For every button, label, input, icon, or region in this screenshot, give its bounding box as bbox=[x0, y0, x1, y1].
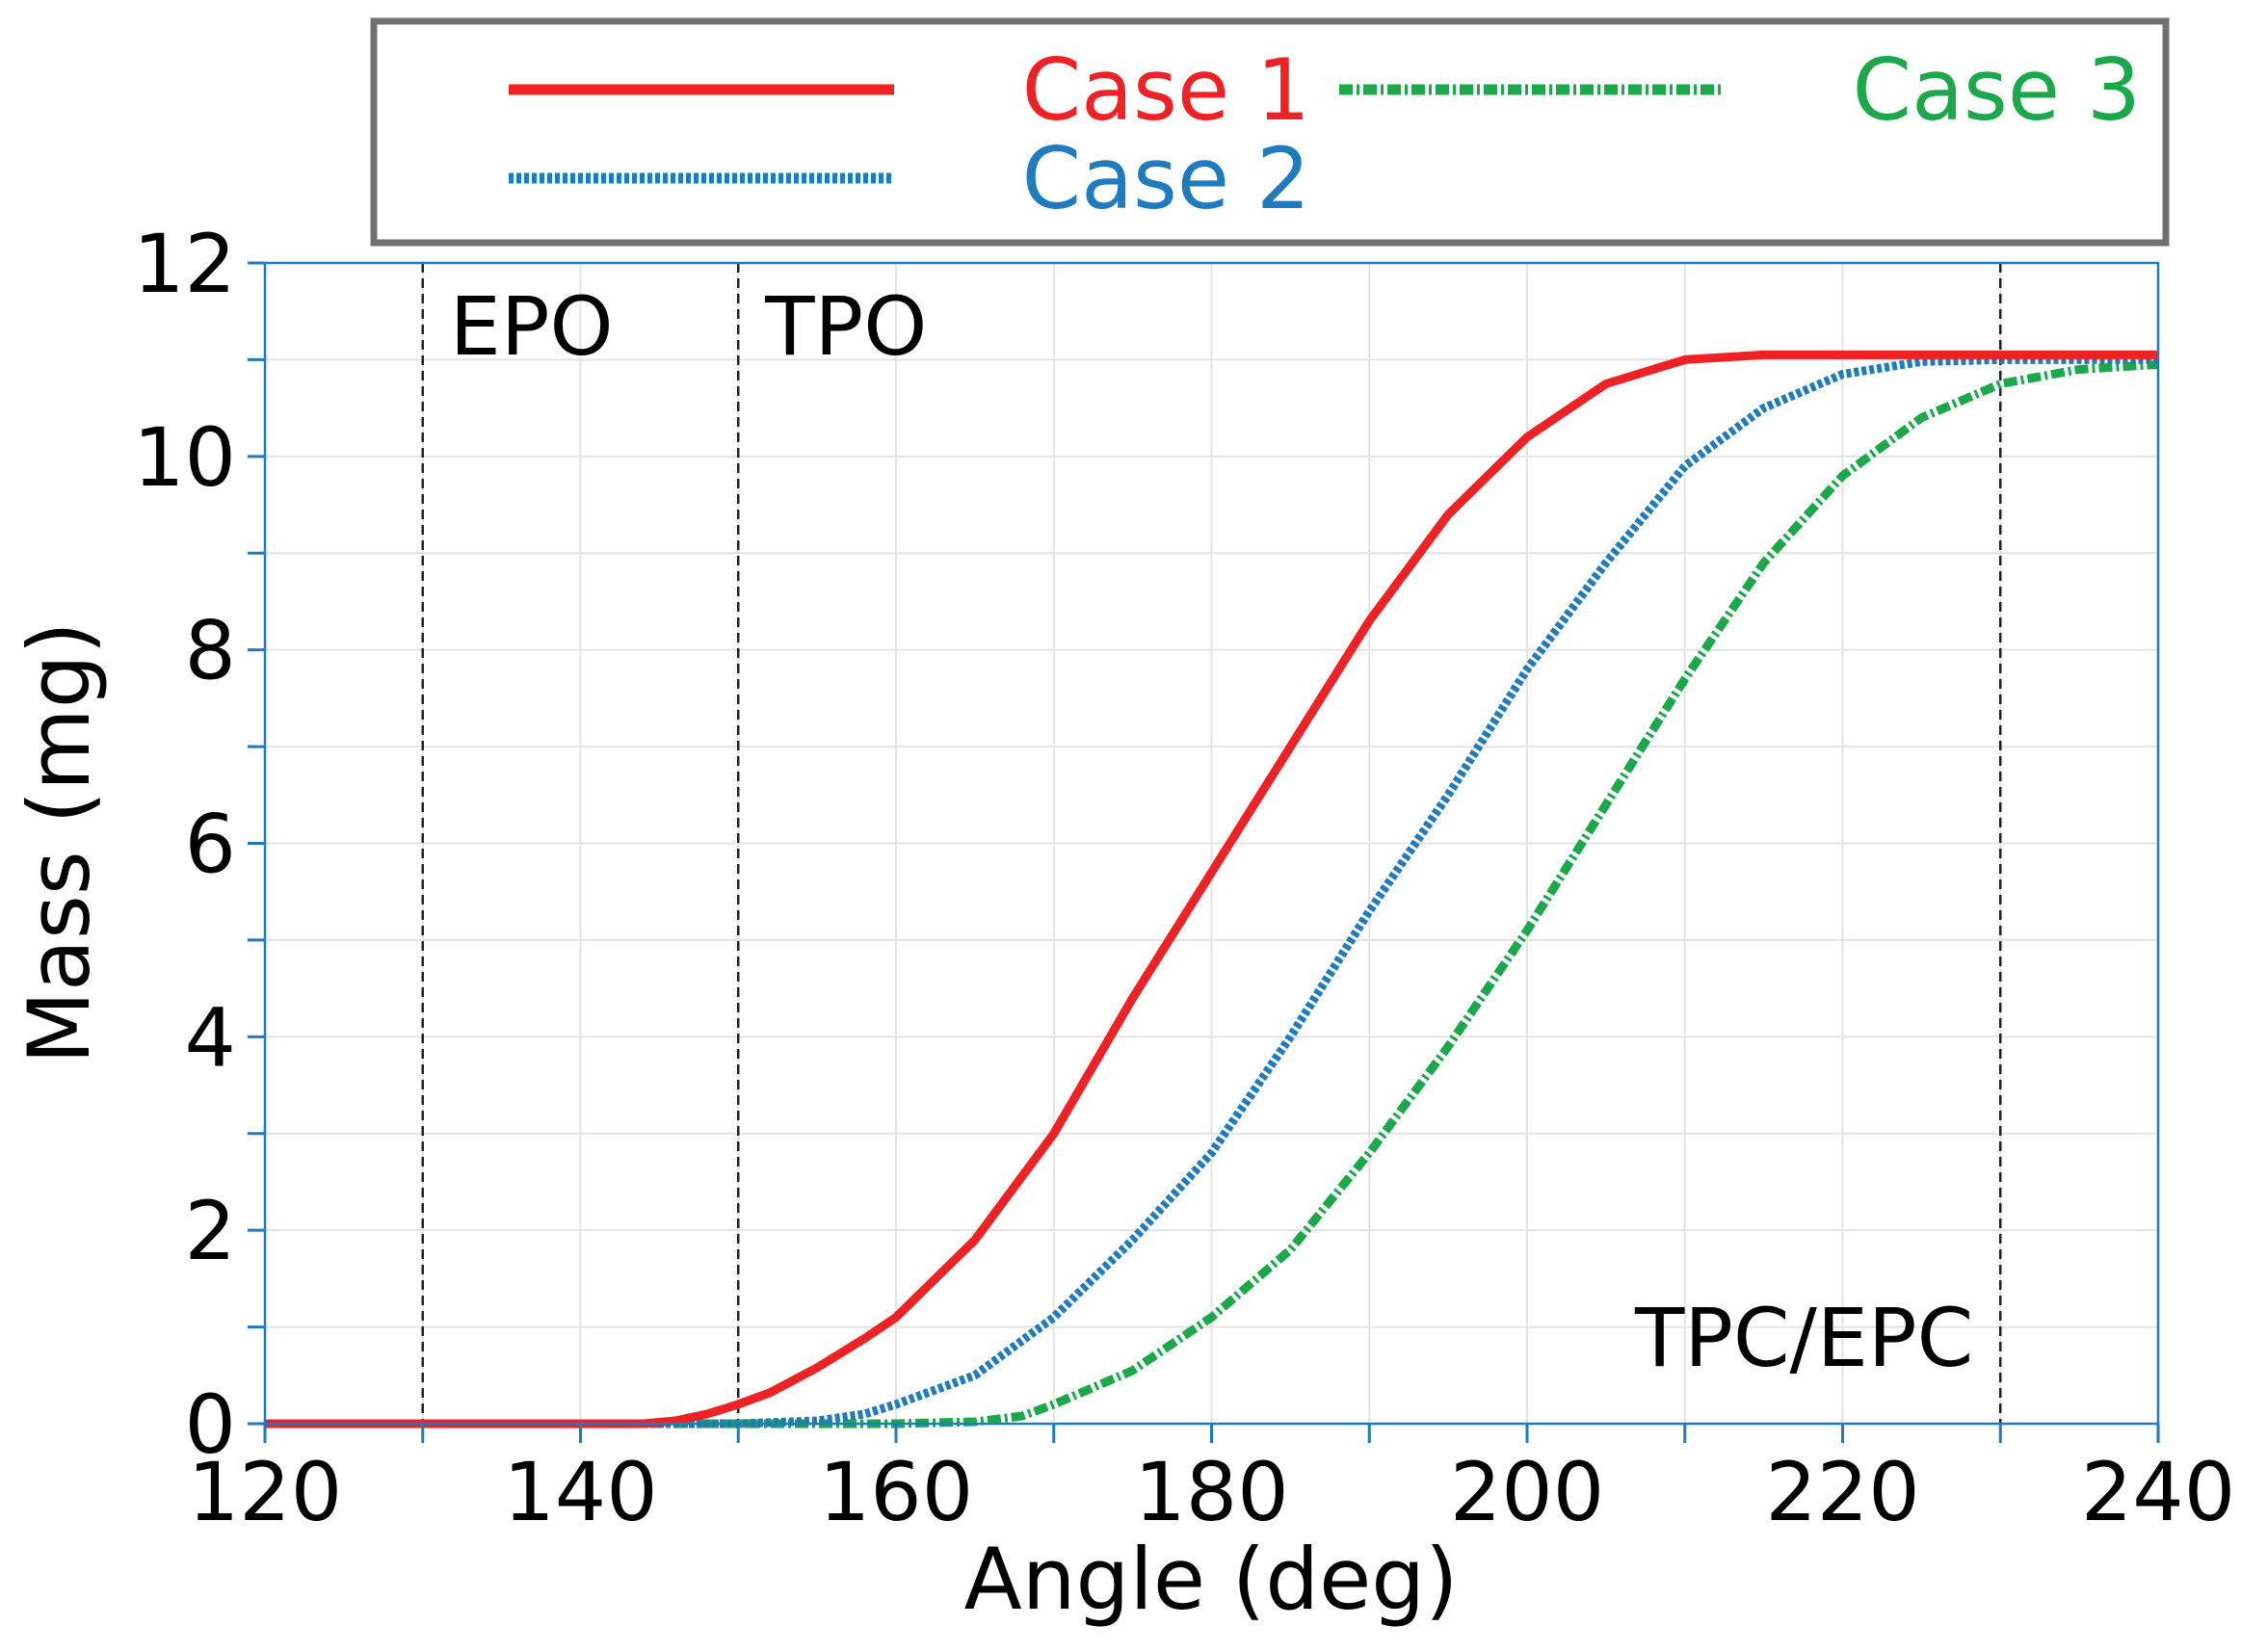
x-tick-label: 220 bbox=[1765, 1445, 1919, 1539]
series-lines bbox=[265, 350, 2159, 1429]
y-tick-label: 10 bbox=[133, 410, 236, 505]
x-axis-title: Angle (deg) bbox=[964, 1530, 1459, 1629]
x-tick-label: 240 bbox=[2081, 1445, 2235, 1539]
y-tick-label: 0 bbox=[185, 1377, 236, 1472]
phase-label: TPO bbox=[764, 279, 927, 374]
series-line-case-1 bbox=[265, 350, 2158, 1429]
y-tick-label: 4 bbox=[185, 990, 236, 1085]
legend-label-case-3: Case 3 bbox=[1853, 40, 2141, 140]
legend-box bbox=[370, 17, 2170, 247]
y-tick-label: 6 bbox=[185, 798, 236, 892]
phase-label: TPC/EPC bbox=[1634, 1291, 1973, 1385]
x-tick-label: 200 bbox=[1450, 1445, 1604, 1539]
y-tick-label: 2 bbox=[185, 1184, 236, 1278]
x-tick-label: 140 bbox=[503, 1445, 657, 1539]
y-tick-label: 8 bbox=[185, 604, 236, 698]
y-tick-label: 12 bbox=[133, 217, 236, 311]
phase-lines: EPO TPO TPC/EPC bbox=[421, 263, 2002, 1424]
y-axis-title: Mass (mg) bbox=[10, 621, 109, 1064]
axis-ticks bbox=[248, 261, 2160, 1443]
x-tick-label: 120 bbox=[188, 1445, 342, 1539]
phase-label: EPO bbox=[450, 279, 614, 374]
legend: Case 1 Case 2 Case 3 bbox=[370, 17, 2170, 247]
x-tick-label: 180 bbox=[1134, 1445, 1288, 1539]
legend-label-case-2: Case 2 bbox=[1022, 129, 1310, 228]
legend-label-case-1: Case 1 bbox=[1022, 40, 1310, 140]
tick-labels: 120 140 160 180 200 220 240 0 2 4 6 8 10 12 bbox=[133, 217, 2235, 1539]
series-line-case-3 bbox=[265, 359, 2159, 1429]
series-line-case-2 bbox=[265, 354, 2158, 1429]
x-tick-label: 160 bbox=[819, 1445, 973, 1539]
